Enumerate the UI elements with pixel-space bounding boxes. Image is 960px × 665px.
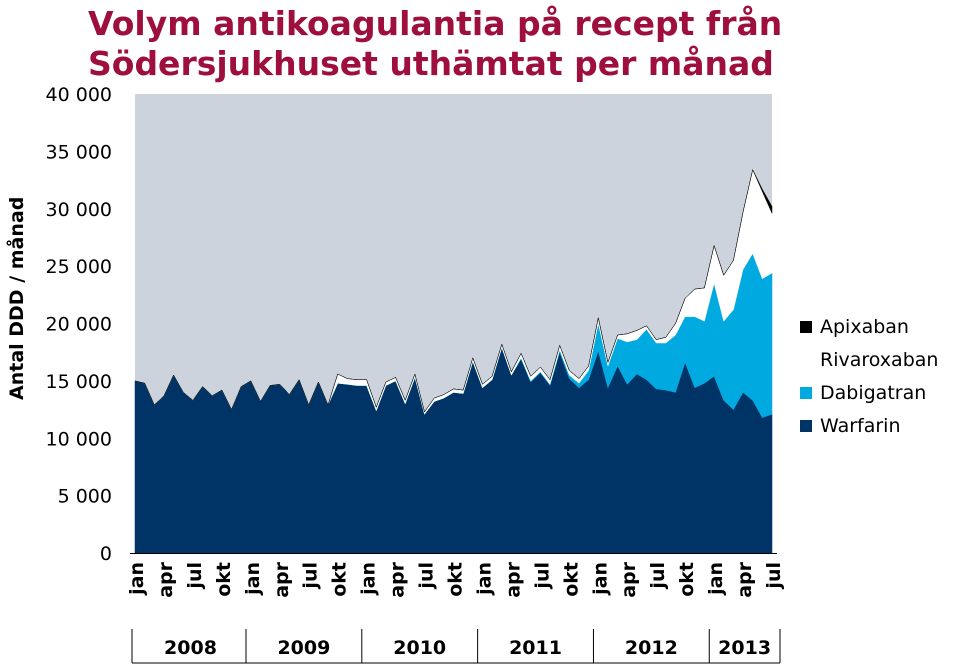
legend-swatch [800,386,812,399]
legend-item-rivaroxaban: Rivaroxaban [800,343,938,376]
legend-swatch [800,353,812,366]
legend-item-apixaban: Apixaban [800,310,938,343]
x-month-label: jul [647,562,669,590]
x-month-label: jul [763,562,785,590]
x-month-label: jan [242,562,264,596]
x-year-label: 2013 [718,637,771,659]
y-tick-label: 35 000 [46,141,112,163]
legend: Apixaban Rivaroxaban Dabigatran Warfarin [800,310,938,442]
chart-title-line-2: Södersjukhuset uthämtat per månad [88,44,774,83]
x-month-label: okt [676,562,698,597]
x-month-label: jan [126,562,148,596]
legend-label: Warfarin [820,414,901,437]
x-month-label: apr [734,561,756,597]
x-month-label: apr [502,561,524,597]
chart-title: Volym antikoagulantia på recept från Söd… [88,4,848,84]
x-month-label: jul [184,562,206,590]
x-month-label: apr [387,561,409,597]
y-tick-label: 15 000 [46,371,112,393]
y-tick-label: 20 000 [46,314,112,336]
x-month-label: apr [271,561,293,597]
x-month-label: jul [416,562,438,590]
y-tick-label: 5 000 [58,486,112,508]
x-month-label: okt [445,562,467,597]
series-area-apixaban [134,168,773,413]
y-tick-label: 10 000 [46,428,112,450]
y-tick-label: 0 [100,543,112,565]
x-month-label: jan [358,562,380,596]
y-tick-label: 25 000 [46,256,112,278]
x-year-label: 2010 [393,637,446,659]
legend-swatch [800,419,812,432]
legend-label: Dabigatran [820,381,927,404]
y-tick-label: 40 000 [46,84,112,106]
x-month-label: okt [213,562,235,597]
x-month-label: jan [589,562,611,596]
legend-swatch [800,320,812,333]
x-month-label: apr [155,561,177,597]
legend-item-dabigatran: Dabigatran [800,376,938,409]
x-month-label: jul [300,562,322,590]
x-year-label: 2009 [277,637,330,659]
legend-label: Rivaroxaban [820,348,939,371]
x-year-label: 2011 [509,637,562,659]
legend-item-warfarin: Warfarin [800,409,938,442]
y-tick-label: 30 000 [46,199,112,221]
x-year-label: 2008 [164,637,217,659]
legend-label: Apixaban [820,315,909,338]
x-month-label: jan [474,562,496,596]
x-month-label: apr [618,561,640,597]
x-month-label: jan [705,562,727,596]
x-year-label: 2012 [625,637,678,659]
x-month-label: okt [560,562,582,597]
chart-title-line-1: Volym antikoagulantia på recept från [88,4,783,43]
x-month-label: jul [531,562,553,590]
x-month-label: okt [329,562,351,597]
